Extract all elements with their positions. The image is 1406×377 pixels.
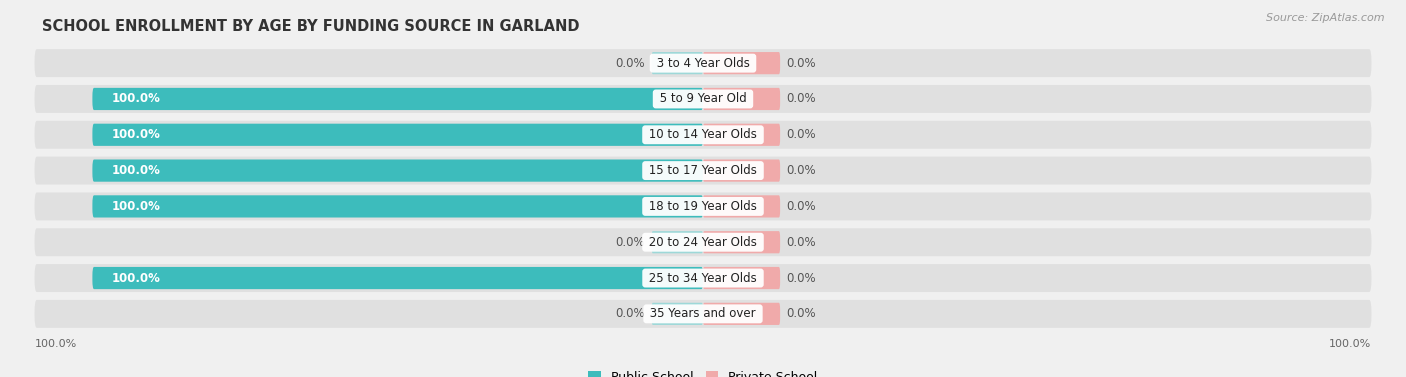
FancyBboxPatch shape bbox=[35, 49, 1371, 77]
Text: 0.0%: 0.0% bbox=[616, 236, 645, 249]
Text: 0.0%: 0.0% bbox=[616, 57, 645, 70]
Text: Source: ZipAtlas.com: Source: ZipAtlas.com bbox=[1267, 13, 1385, 23]
FancyBboxPatch shape bbox=[93, 195, 703, 218]
FancyBboxPatch shape bbox=[703, 303, 780, 325]
FancyBboxPatch shape bbox=[651, 52, 703, 74]
Legend: Public School, Private School: Public School, Private School bbox=[583, 366, 823, 377]
FancyBboxPatch shape bbox=[93, 159, 703, 182]
Text: 0.0%: 0.0% bbox=[786, 92, 815, 106]
Text: 0.0%: 0.0% bbox=[616, 307, 645, 320]
Text: 10 to 14 Year Olds: 10 to 14 Year Olds bbox=[645, 128, 761, 141]
FancyBboxPatch shape bbox=[703, 88, 780, 110]
Text: 3 to 4 Year Olds: 3 to 4 Year Olds bbox=[652, 57, 754, 70]
FancyBboxPatch shape bbox=[703, 159, 780, 182]
Text: 15 to 17 Year Olds: 15 to 17 Year Olds bbox=[645, 164, 761, 177]
FancyBboxPatch shape bbox=[35, 300, 1371, 328]
FancyBboxPatch shape bbox=[651, 231, 703, 253]
Text: SCHOOL ENROLLMENT BY AGE BY FUNDING SOURCE IN GARLAND: SCHOOL ENROLLMENT BY AGE BY FUNDING SOUR… bbox=[42, 19, 579, 34]
FancyBboxPatch shape bbox=[93, 88, 703, 110]
FancyBboxPatch shape bbox=[35, 228, 1371, 256]
Text: 100.0%: 100.0% bbox=[111, 164, 160, 177]
Text: 100.0%: 100.0% bbox=[111, 92, 160, 106]
FancyBboxPatch shape bbox=[35, 121, 1371, 149]
FancyBboxPatch shape bbox=[35, 192, 1371, 221]
Text: 0.0%: 0.0% bbox=[786, 236, 815, 249]
Text: 5 to 9 Year Old: 5 to 9 Year Old bbox=[655, 92, 751, 106]
FancyBboxPatch shape bbox=[93, 124, 703, 146]
Text: 0.0%: 0.0% bbox=[786, 128, 815, 141]
Text: 100.0%: 100.0% bbox=[35, 339, 77, 349]
Text: 100.0%: 100.0% bbox=[111, 200, 160, 213]
FancyBboxPatch shape bbox=[703, 267, 780, 289]
Text: 18 to 19 Year Olds: 18 to 19 Year Olds bbox=[645, 200, 761, 213]
Text: 0.0%: 0.0% bbox=[786, 200, 815, 213]
Text: 100.0%: 100.0% bbox=[111, 128, 160, 141]
Text: 0.0%: 0.0% bbox=[786, 307, 815, 320]
Text: 100.0%: 100.0% bbox=[1329, 339, 1371, 349]
FancyBboxPatch shape bbox=[651, 303, 703, 325]
Text: 0.0%: 0.0% bbox=[786, 57, 815, 70]
Text: 0.0%: 0.0% bbox=[786, 271, 815, 285]
FancyBboxPatch shape bbox=[35, 85, 1371, 113]
FancyBboxPatch shape bbox=[703, 52, 780, 74]
FancyBboxPatch shape bbox=[703, 195, 780, 218]
FancyBboxPatch shape bbox=[35, 264, 1371, 292]
Text: 100.0%: 100.0% bbox=[111, 271, 160, 285]
FancyBboxPatch shape bbox=[703, 231, 780, 253]
Text: 25 to 34 Year Olds: 25 to 34 Year Olds bbox=[645, 271, 761, 285]
FancyBboxPatch shape bbox=[35, 156, 1371, 185]
FancyBboxPatch shape bbox=[93, 267, 703, 289]
FancyBboxPatch shape bbox=[703, 124, 780, 146]
Text: 0.0%: 0.0% bbox=[786, 164, 815, 177]
Text: 20 to 24 Year Olds: 20 to 24 Year Olds bbox=[645, 236, 761, 249]
Text: 35 Years and over: 35 Years and over bbox=[647, 307, 759, 320]
